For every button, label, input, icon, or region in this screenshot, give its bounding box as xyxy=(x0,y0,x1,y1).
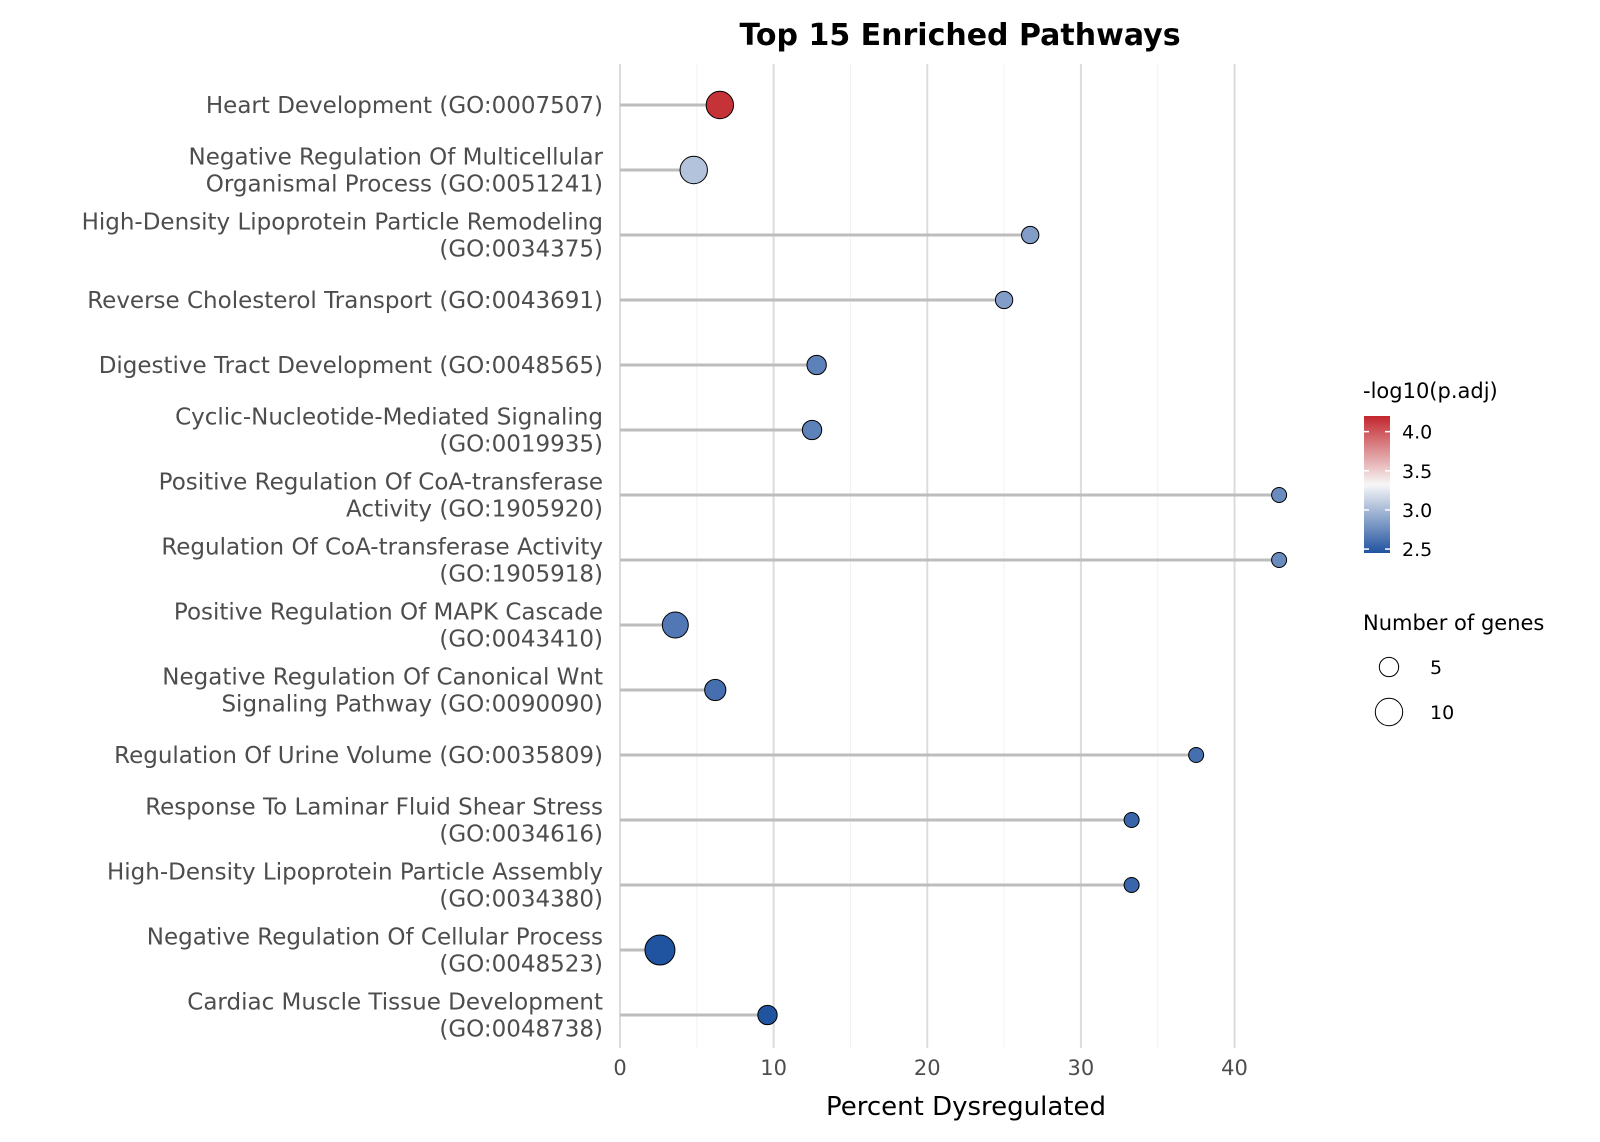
y-category-label: Reverse Cholesterol Transport (GO:004369… xyxy=(87,288,603,314)
y-category-label: Response To Laminar Fluid Shear Stress (G… xyxy=(145,795,603,848)
y-category-label: Positive Regulation Of MAPK Cascade (GO:0… xyxy=(174,600,603,653)
plot-points xyxy=(644,90,1288,1026)
y-category-label: Regulation Of Urine Volume (GO:0035809) xyxy=(114,743,603,769)
data-point xyxy=(1188,747,1205,763)
data-point xyxy=(757,1004,778,1026)
size-legend-key xyxy=(1374,697,1404,727)
data-point xyxy=(644,934,676,966)
y-category-label: Positive Regulation Of CoA-transferase Ac… xyxy=(159,470,603,523)
data-point xyxy=(1271,487,1288,503)
x-tick-label: 0 xyxy=(613,1056,626,1080)
size-legend-title: Number of genes xyxy=(1363,611,1544,635)
data-point xyxy=(994,290,1014,310)
x-tick-label: 40 xyxy=(1221,1056,1248,1080)
data-point xyxy=(1123,877,1140,893)
y-category-label: High-Density Lipoprotein Particle Assemb… xyxy=(107,860,603,913)
size-legend: Number of genes 5 10 xyxy=(1363,611,1544,727)
plot-grid xyxy=(619,64,1236,1048)
plot-stems xyxy=(620,103,1280,1017)
size-legend-label: 10 xyxy=(1430,702,1454,724)
data-point xyxy=(806,354,827,376)
data-point xyxy=(801,419,823,441)
data-point xyxy=(1271,552,1288,568)
y-axis-labels: Heart Development (GO:0007507) Negative R… xyxy=(82,93,604,1043)
y-category-label: High-Density Lipoprotein Particle Remode… xyxy=(82,210,603,263)
data-point xyxy=(705,90,735,120)
color-legend-label: 4.0 xyxy=(1402,422,1432,444)
data-point xyxy=(704,678,727,702)
x-axis-title: Percent Dysregulated xyxy=(826,1092,1106,1122)
y-category-label: Digestive Tract Development (GO:0048565) xyxy=(99,353,603,379)
data-point xyxy=(661,611,689,639)
y-category-label: Negative Regulation Of Canonical Wnt Sign… xyxy=(162,665,603,718)
y-category-label: Cyclic-Nucleotide-Mediated Signaling (GO:… xyxy=(175,405,603,458)
x-tick-label: 10 xyxy=(760,1056,787,1080)
y-category-label: Cardiac Muscle Tissue Development (GO:004… xyxy=(187,990,603,1043)
color-bar xyxy=(1364,416,1390,553)
data-point xyxy=(1123,812,1140,828)
y-category-label: Heart Development (GO:0007507) xyxy=(206,93,603,119)
y-category-label: Negative Regulation Of Cellular Process(… xyxy=(147,925,603,978)
color-legend-label: 3.0 xyxy=(1402,500,1432,522)
y-category-label: Regulation Of CoA-transferase Activity (G… xyxy=(161,535,603,588)
color-legend-label: 3.5 xyxy=(1402,461,1432,483)
data-point xyxy=(679,155,708,185)
x-axis-ticks: 0 10 20 30 40 xyxy=(613,1056,1248,1080)
size-legend-key xyxy=(1378,656,1400,678)
chart-title: Top 15 Enriched Pathways xyxy=(739,18,1180,53)
x-tick-label: 20 xyxy=(914,1056,941,1080)
y-category-label: Negative Regulation Of Multicellular Orga… xyxy=(189,145,604,198)
data-point xyxy=(1021,225,1040,245)
size-legend-label: 5 xyxy=(1430,657,1442,679)
color-legend-label: 2.5 xyxy=(1402,539,1432,561)
color-legend: -log10(p.adj) 4.0 3.5 3.0 2.5 xyxy=(1363,379,1498,561)
color-legend-title: -log10(p.adj) xyxy=(1363,379,1498,403)
x-tick-label: 30 xyxy=(1068,1056,1095,1080)
